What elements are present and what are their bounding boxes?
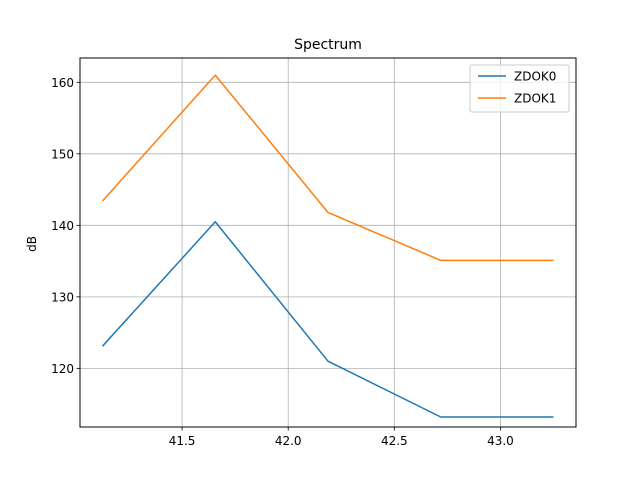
series-lines xyxy=(101,74,554,418)
x-tick-label: 42.5 xyxy=(381,434,408,448)
y-axis-label: dB xyxy=(25,236,39,252)
plot-frame xyxy=(79,57,577,428)
y-tick-label: 120 xyxy=(51,362,74,376)
y-tick-label: 130 xyxy=(51,290,74,304)
legend-label-zdok0: ZDOK0 xyxy=(514,70,556,84)
axis-ticks: 41.5 42.0 42.5 43.0 120 130 140 150 160 xyxy=(51,76,514,448)
series-line-zdok1 xyxy=(101,74,554,262)
legend: ZDOK0 ZDOK1 xyxy=(469,64,570,113)
legend-label-zdok1: ZDOK1 xyxy=(514,92,556,106)
series-line-zdok0 xyxy=(101,221,554,418)
x-tick-label: 43.0 xyxy=(487,434,514,448)
y-tick-label: 150 xyxy=(51,147,74,161)
y-tick-label: 140 xyxy=(51,219,74,233)
y-tick-label: 160 xyxy=(51,76,74,90)
x-tick-label: 42.0 xyxy=(275,434,302,448)
x-tick-label: 41.5 xyxy=(169,434,196,448)
chart-title: Spectrum xyxy=(294,37,362,53)
grid xyxy=(80,58,576,427)
